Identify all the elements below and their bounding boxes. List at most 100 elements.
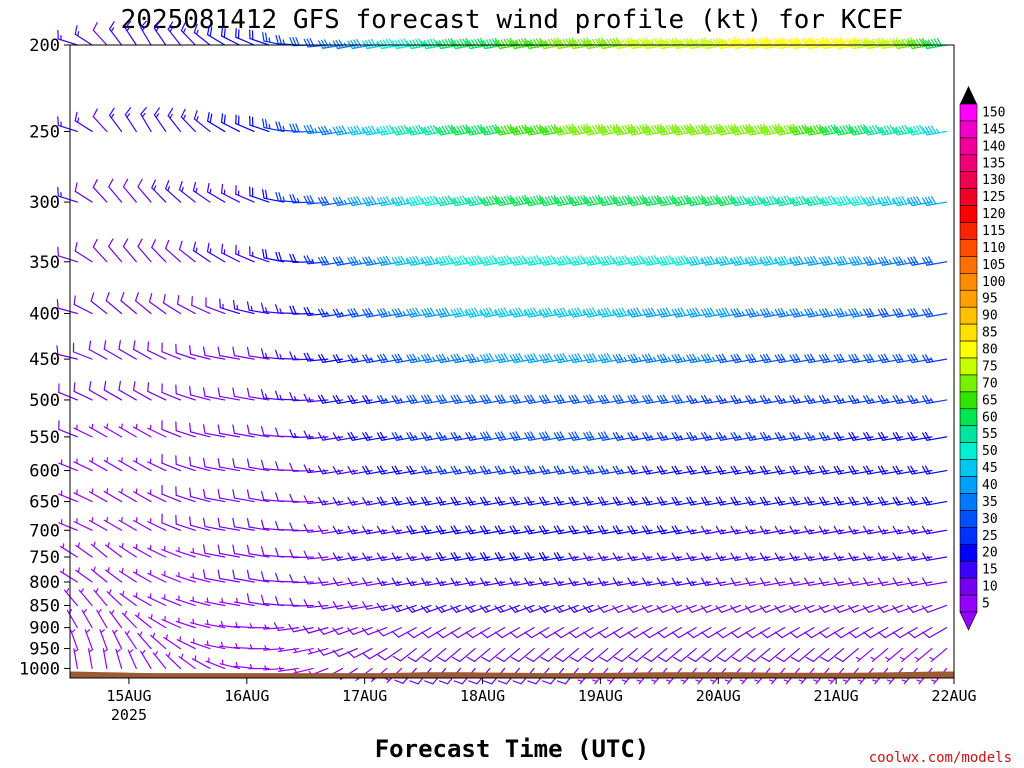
colorbar-label: 120 [982,207,1005,222]
colorbar-label: 110 [982,241,1005,256]
wind-barb [205,657,226,670]
wind-barb [715,604,741,613]
wind-barb [700,577,727,587]
colorbar-label: 60 [982,410,998,425]
wind-barb [833,577,859,587]
wind-barb [206,182,226,203]
colorbar-swatch [959,222,978,240]
wind-barb [275,572,299,583]
colorbar-label: 80 [982,343,998,358]
wind-barb [161,484,182,503]
wind-barb [133,340,152,360]
wind-barb [672,647,697,663]
colorbar-swatch [959,594,978,613]
wind-barb [509,124,535,136]
wind-barb [289,574,314,584]
wind-barb [73,424,93,438]
wind-barb [450,604,476,613]
wind-barb [303,599,329,609]
wind-barb [119,590,137,607]
wind-barb [597,353,624,364]
wind-barb [219,659,241,670]
wind-barb [161,342,182,360]
wind-barb [509,194,535,207]
wind-barb [833,604,859,613]
wind-barb [818,604,845,613]
wind-barb [202,387,226,401]
wind-barb [180,108,196,133]
y-tick-label: 650 [29,493,60,513]
wind-barb [317,627,344,635]
wind-barb [863,577,889,587]
wind-barb [118,380,137,401]
wind-barb [249,246,270,263]
wind-barb [220,243,241,263]
wind-barb [74,182,93,203]
wind-barb [275,304,299,315]
wind-barb [362,601,388,610]
y-tick-label: 300 [29,193,60,213]
wind-barb [58,420,78,438]
wind-barb [148,292,167,315]
wind-barb [176,636,196,650]
wind-barb [715,394,741,405]
colorbar-swatch [959,171,978,189]
wind-barb [289,36,314,47]
wind-barb [204,640,226,650]
wind-barb [124,630,137,650]
wind-barb [702,647,727,663]
wind-barb [217,517,241,531]
wind-barb [202,569,226,583]
wind-barb [217,346,241,360]
wind-barb [540,647,565,663]
wind-barb [289,522,314,532]
wind-barb [376,255,403,266]
wind-barb [73,518,93,531]
wind-barb [863,124,889,136]
wind-barb [232,517,255,531]
wind-barb [121,610,137,629]
wind-barb [877,604,904,613]
colorbar-label: 105 [982,258,1005,273]
wind-barb [58,459,78,472]
wind-barb [804,307,830,318]
wind-barb [92,22,108,46]
wind-barb [921,256,948,266]
wind-barb [78,588,93,607]
wind-barb [642,194,668,207]
wind-barb [204,619,226,629]
wind-barb [202,488,226,503]
wind-barb [804,577,830,587]
wind-barb [133,381,152,401]
chart-title: 2025081412 GFS forecast wind profile (kt… [121,5,904,35]
source-credit: coolwx.com/models [869,750,1012,766]
wind-barb [249,29,270,46]
wind-barb [124,107,137,133]
wind-barb [538,604,565,613]
wind-barb [137,178,152,203]
wind-barb [553,353,579,364]
wind-barb [317,577,344,586]
wind-barb [151,239,167,263]
colorbar-swatch [959,425,978,443]
wind-barb [137,238,152,263]
wind-barb [92,108,108,133]
wind-barb [494,604,520,613]
wind-barb [232,458,255,472]
wind-barb [178,180,196,203]
wind-barb [759,604,786,613]
wind-barb [303,124,329,134]
colorbar-swatch [959,543,978,562]
x-axis-label: Forecast Time (UTC) [375,735,650,763]
colorbar-swatch [959,205,978,223]
wind-barb [892,604,918,613]
wind-barb [317,39,344,49]
colorbar-label: 20 [982,546,998,561]
wind-barb [88,340,108,360]
wind-barb [568,431,594,441]
surface-terrain [70,671,954,678]
y-tick-label: 350 [29,253,60,273]
wind-barb [133,592,152,607]
wind-barb [582,604,609,613]
